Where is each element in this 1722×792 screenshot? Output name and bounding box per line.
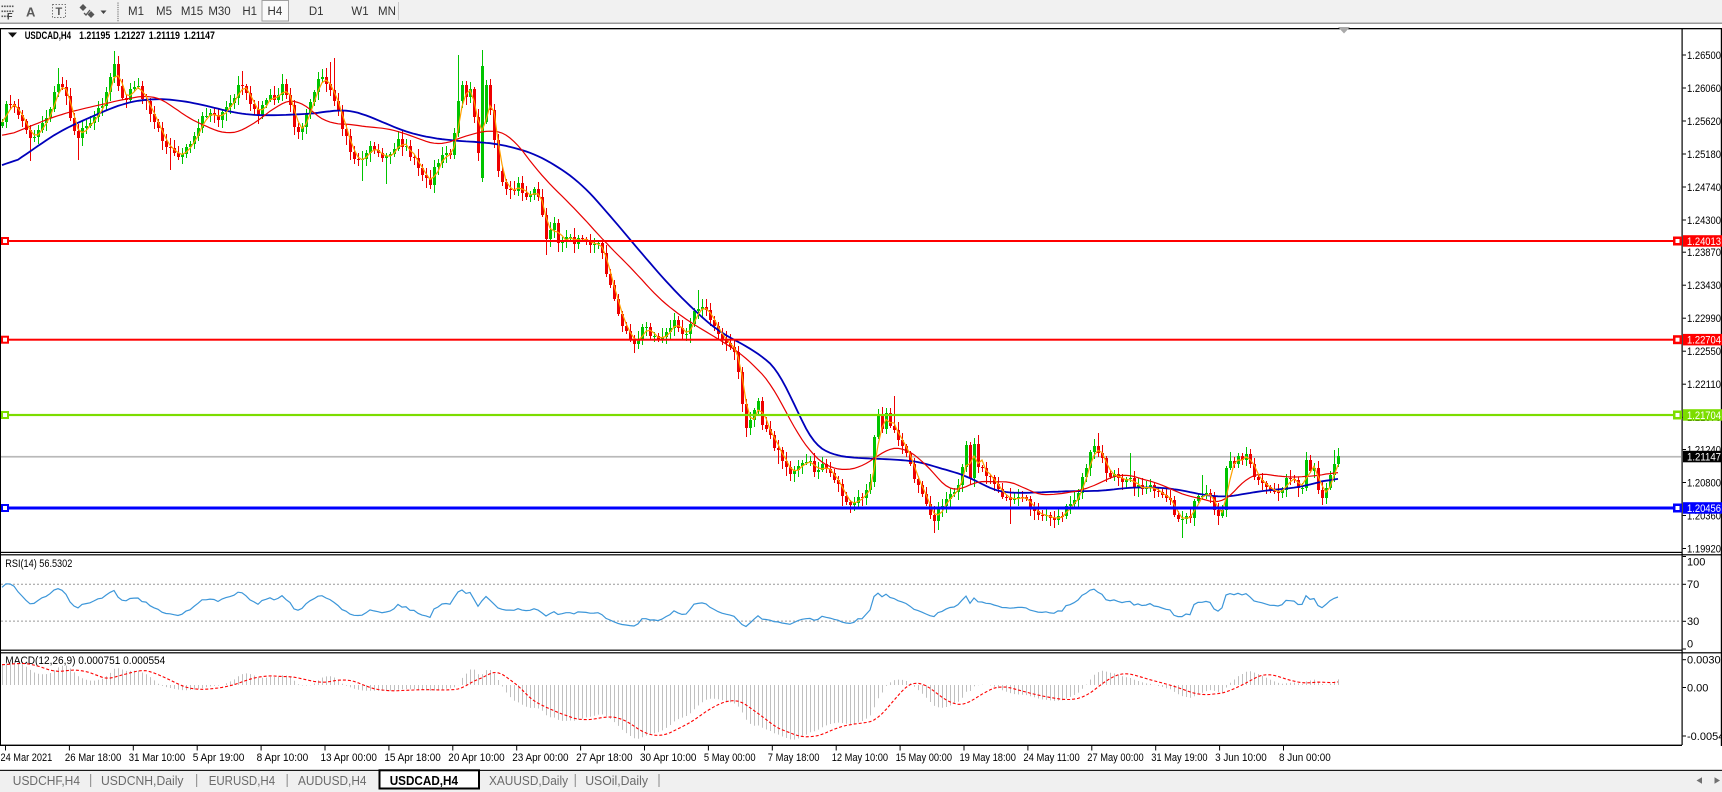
svg-text:31 Mar 10:00: 31 Mar 10:00: [129, 752, 185, 764]
svg-text:1.24740: 1.24740: [1687, 182, 1721, 194]
svg-text:12 May 10:00: 12 May 10:00: [832, 752, 888, 764]
svg-text:1.21704: 1.21704: [1687, 410, 1721, 422]
svg-text:M30: M30: [208, 6, 230, 18]
svg-text:15 May 00:00: 15 May 00:00: [896, 752, 952, 764]
svg-text:1.20456: 1.20456: [1687, 503, 1721, 515]
svg-text:A: A: [26, 5, 36, 20]
svg-text:1.23430: 1.23430: [1687, 280, 1721, 292]
svg-text:30: 30: [1687, 616, 1699, 628]
svg-text:1.21195: 1.21195: [79, 30, 110, 42]
svg-text:EURUSD,H4: EURUSD,H4: [209, 773, 275, 788]
svg-text:15 Apr 18:00: 15 Apr 18:00: [384, 752, 440, 764]
svg-text:1.19920: 1.19920: [1687, 543, 1721, 555]
svg-text:XAUUSD,Daily: XAUUSD,Daily: [489, 773, 568, 788]
svg-text:0: 0: [1687, 639, 1693, 651]
svg-text:D1: D1: [309, 6, 324, 18]
svg-text:1.22550: 1.22550: [1687, 346, 1721, 358]
svg-text:0.003035: 0.003035: [1687, 655, 1722, 667]
svg-text:13 Apr 00:00: 13 Apr 00:00: [321, 752, 377, 764]
svg-text:M5: M5: [156, 6, 172, 18]
svg-text:8 Jun 00:00: 8 Jun 00:00: [1279, 752, 1331, 764]
svg-text:T: T: [56, 6, 63, 18]
svg-text:1.20800: 1.20800: [1687, 477, 1721, 489]
svg-text:USDCNH,Daily: USDCNH,Daily: [101, 773, 184, 788]
svg-text:1.22704: 1.22704: [1687, 335, 1721, 347]
svg-text:AUDUSD,H4: AUDUSD,H4: [298, 773, 367, 788]
svg-text:1.21119: 1.21119: [149, 30, 180, 42]
svg-text:F: F: [7, 12, 13, 22]
svg-text:1.25620: 1.25620: [1687, 116, 1721, 128]
svg-text:31 May 19:00: 31 May 19:00: [1151, 752, 1207, 764]
svg-text:24 Mar 2021: 24 Mar 2021: [1, 752, 53, 764]
svg-text:100: 100: [1687, 557, 1705, 569]
svg-text:8 Apr 10:00: 8 Apr 10:00: [257, 752, 309, 764]
svg-text:1.25180: 1.25180: [1687, 149, 1721, 161]
svg-text:MN: MN: [378, 6, 396, 18]
svg-text:1.24013: 1.24013: [1687, 236, 1721, 248]
svg-text:1.22110: 1.22110: [1687, 379, 1721, 391]
svg-text:23 Apr 00:00: 23 Apr 00:00: [512, 752, 568, 764]
svg-text:7 May 18:00: 7 May 18:00: [768, 752, 820, 764]
svg-text:1.21227: 1.21227: [114, 30, 145, 42]
svg-text:1.21147: 1.21147: [1687, 452, 1721, 464]
svg-text:M15: M15: [181, 6, 203, 18]
svg-text:USDCHF,H4: USDCHF,H4: [13, 773, 80, 788]
svg-text:20 Apr 10:00: 20 Apr 10:00: [448, 752, 504, 764]
svg-text:1.23870: 1.23870: [1687, 247, 1721, 259]
svg-text:27 Apr 18:00: 27 Apr 18:00: [576, 752, 632, 764]
svg-text:H4: H4: [268, 6, 283, 18]
svg-text:27 May 00:00: 27 May 00:00: [1087, 752, 1143, 764]
svg-text:1.26060: 1.26060: [1687, 83, 1721, 95]
svg-text:RSI(14) 56.5302: RSI(14) 56.5302: [5, 558, 72, 570]
svg-text:H1: H1: [242, 6, 257, 18]
svg-text:W1: W1: [351, 6, 368, 18]
svg-text:1.26500: 1.26500: [1687, 50, 1721, 62]
svg-text:24 May 11:00: 24 May 11:00: [1023, 752, 1079, 764]
svg-text:USDCAD,H4: USDCAD,H4: [390, 773, 459, 788]
svg-text:MACD(12,26,9) 0.000751 0.00055: MACD(12,26,9) 0.000751 0.000554: [5, 655, 165, 667]
svg-text:26 Mar 18:00: 26 Mar 18:00: [65, 752, 121, 764]
svg-text:USOil,Daily: USOil,Daily: [585, 773, 648, 788]
svg-text:0.00: 0.00: [1687, 682, 1708, 694]
svg-text:19 May 18:00: 19 May 18:00: [960, 752, 1016, 764]
svg-text:3 Jun 10:00: 3 Jun 10:00: [1215, 752, 1267, 764]
svg-text:1.22990: 1.22990: [1687, 313, 1721, 325]
svg-text:M1: M1: [128, 6, 144, 18]
svg-text:5 May 00:00: 5 May 00:00: [704, 752, 756, 764]
svg-text:1.21147: 1.21147: [184, 30, 215, 42]
svg-text:USDCAD,H4: USDCAD,H4: [25, 30, 72, 42]
svg-text:1.24300: 1.24300: [1687, 215, 1721, 227]
svg-text:5 Apr 19:00: 5 Apr 19:00: [193, 752, 245, 764]
svg-text:30 Apr 10:00: 30 Apr 10:00: [640, 752, 696, 764]
svg-text:70: 70: [1687, 579, 1699, 591]
